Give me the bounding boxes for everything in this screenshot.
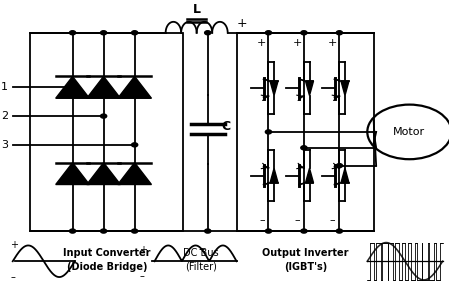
Text: Output Inverter
(IGBT's): Output Inverter (IGBT's): [262, 248, 348, 271]
Circle shape: [100, 31, 107, 35]
Text: –: –: [198, 242, 204, 255]
Text: L: L: [193, 2, 201, 16]
Text: +: +: [292, 38, 302, 48]
Circle shape: [301, 146, 307, 150]
Polygon shape: [87, 76, 121, 98]
Polygon shape: [56, 76, 90, 98]
Polygon shape: [341, 81, 349, 96]
Text: 2: 2: [1, 111, 8, 121]
Circle shape: [336, 31, 342, 35]
Circle shape: [266, 31, 271, 35]
Circle shape: [69, 31, 76, 35]
Text: –: –: [139, 271, 144, 281]
Text: +: +: [328, 38, 338, 48]
Text: Motor: Motor: [393, 127, 426, 137]
Polygon shape: [56, 163, 90, 184]
Text: Input Converter
(Diode Bridge): Input Converter (Diode Bridge): [63, 248, 151, 271]
Circle shape: [131, 143, 138, 147]
Polygon shape: [270, 81, 278, 96]
Circle shape: [205, 229, 211, 233]
Circle shape: [69, 85, 76, 89]
Circle shape: [131, 31, 138, 35]
Circle shape: [336, 164, 342, 168]
Polygon shape: [270, 168, 278, 183]
Bar: [31, 33, 183, 231]
Text: DC Bus
(Filter): DC Bus (Filter): [183, 248, 219, 271]
Text: –: –: [259, 215, 265, 225]
Circle shape: [336, 229, 342, 233]
Circle shape: [100, 114, 107, 118]
Text: 1: 1: [1, 82, 8, 92]
Text: +: +: [257, 38, 266, 48]
Text: –: –: [10, 272, 15, 282]
Text: +: +: [237, 17, 247, 30]
Circle shape: [301, 229, 307, 233]
Circle shape: [100, 229, 107, 233]
Polygon shape: [306, 168, 314, 183]
Polygon shape: [118, 76, 152, 98]
Circle shape: [266, 130, 271, 134]
Polygon shape: [306, 81, 314, 96]
Polygon shape: [341, 168, 349, 183]
Circle shape: [69, 229, 76, 233]
Text: +: +: [139, 245, 147, 255]
Text: –: –: [294, 215, 300, 225]
Circle shape: [205, 31, 211, 35]
Text: –: –: [330, 215, 336, 225]
Text: C: C: [221, 120, 230, 133]
Polygon shape: [87, 163, 121, 184]
Polygon shape: [118, 163, 152, 184]
Text: +: +: [10, 240, 18, 250]
Circle shape: [301, 31, 307, 35]
Circle shape: [266, 229, 271, 233]
Bar: [237, 33, 374, 231]
Text: 3: 3: [1, 140, 8, 150]
Circle shape: [131, 229, 138, 233]
